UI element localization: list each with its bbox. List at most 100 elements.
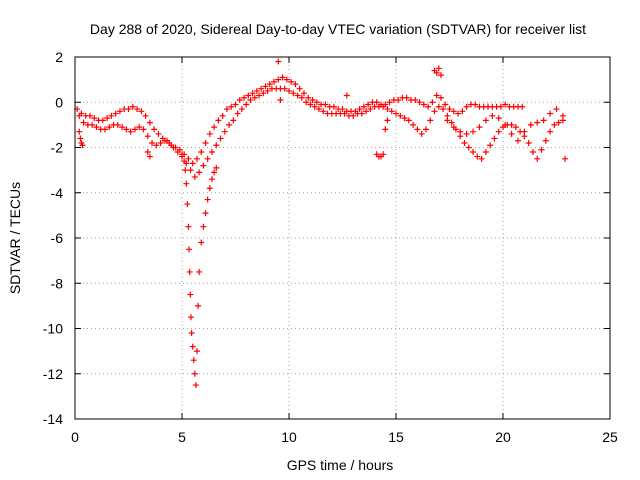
y-tick-label: -8 bbox=[51, 275, 64, 291]
data-point bbox=[478, 155, 485, 162]
data-point bbox=[146, 119, 153, 126]
data-point bbox=[99, 117, 106, 124]
data-point bbox=[542, 137, 549, 144]
data-point bbox=[146, 153, 153, 160]
data-point bbox=[204, 196, 211, 203]
data-point bbox=[300, 90, 307, 97]
data-point bbox=[89, 121, 96, 128]
data-point bbox=[187, 291, 194, 298]
data-point bbox=[196, 268, 203, 275]
data-point bbox=[320, 108, 327, 115]
data-point bbox=[155, 130, 162, 137]
data-point bbox=[457, 128, 464, 135]
y-tick-label: -12 bbox=[43, 366, 63, 382]
data-point bbox=[429, 99, 436, 106]
data-point bbox=[195, 302, 202, 309]
plot-frame bbox=[74, 56, 611, 420]
data-point bbox=[540, 117, 547, 124]
data-point bbox=[538, 146, 545, 153]
data-point bbox=[260, 90, 267, 97]
x-axis-label: GPS time / hours bbox=[287, 457, 394, 473]
data-point bbox=[262, 83, 269, 90]
data-point bbox=[144, 149, 151, 156]
data-point bbox=[358, 110, 365, 117]
data-point bbox=[470, 128, 477, 135]
data-point bbox=[127, 128, 134, 135]
data-point bbox=[200, 223, 207, 230]
x-tick-label: 20 bbox=[495, 429, 511, 445]
data-markers bbox=[74, 58, 569, 389]
data-point bbox=[311, 103, 318, 110]
data-point bbox=[186, 268, 193, 275]
data-point bbox=[193, 155, 200, 162]
data-point bbox=[104, 115, 111, 122]
data-point bbox=[489, 112, 496, 119]
data-point bbox=[414, 126, 421, 133]
data-point bbox=[547, 128, 554, 135]
data-point bbox=[502, 101, 509, 108]
data-point bbox=[106, 124, 113, 131]
data-point bbox=[512, 124, 519, 131]
data-point bbox=[166, 139, 173, 146]
data-point bbox=[461, 139, 468, 146]
data-point bbox=[208, 176, 215, 183]
data-point bbox=[482, 117, 489, 124]
data-point bbox=[433, 69, 440, 76]
data-point bbox=[185, 223, 192, 230]
data-point bbox=[363, 108, 370, 115]
data-point bbox=[184, 201, 191, 208]
data-point bbox=[307, 101, 314, 108]
data-point bbox=[450, 108, 457, 115]
data-point bbox=[401, 115, 408, 122]
data-point bbox=[144, 133, 151, 140]
data-point bbox=[251, 94, 258, 101]
data-point bbox=[129, 103, 136, 110]
data-point bbox=[142, 112, 149, 119]
data-point bbox=[339, 106, 346, 113]
data-point bbox=[134, 106, 141, 113]
data-point bbox=[80, 119, 87, 126]
series-track-c bbox=[444, 106, 566, 144]
data-point bbox=[440, 106, 447, 113]
data-point bbox=[119, 124, 126, 131]
series-outliers bbox=[76, 58, 569, 162]
data-point bbox=[298, 94, 305, 101]
data-point bbox=[249, 90, 256, 97]
data-point bbox=[525, 139, 532, 146]
data-point bbox=[551, 121, 558, 128]
data-point bbox=[187, 167, 194, 174]
data-point bbox=[247, 96, 254, 103]
data-point bbox=[553, 106, 560, 113]
x-tick-label: 15 bbox=[388, 429, 404, 445]
data-point bbox=[196, 169, 203, 176]
data-point bbox=[223, 106, 230, 113]
data-point bbox=[508, 121, 515, 128]
data-point bbox=[123, 126, 130, 133]
data-point bbox=[418, 130, 425, 137]
data-point bbox=[91, 115, 98, 122]
data-point bbox=[527, 121, 534, 128]
data-point bbox=[275, 76, 282, 83]
data-point bbox=[547, 110, 554, 117]
data-point bbox=[425, 103, 432, 110]
data-point bbox=[350, 112, 357, 119]
data-point bbox=[215, 117, 222, 124]
data-point bbox=[153, 142, 160, 149]
data-point bbox=[258, 85, 265, 92]
data-point bbox=[101, 126, 108, 133]
data-point bbox=[234, 110, 241, 117]
series-track-a bbox=[74, 74, 526, 167]
data-point bbox=[290, 90, 297, 97]
data-point bbox=[384, 117, 391, 124]
y-tick-label: 2 bbox=[55, 49, 63, 65]
data-point bbox=[309, 96, 316, 103]
data-point bbox=[125, 106, 132, 113]
data-point bbox=[437, 94, 444, 101]
data-point bbox=[190, 357, 197, 364]
x-tick-label: 25 bbox=[602, 429, 618, 445]
data-point bbox=[76, 112, 83, 119]
data-point bbox=[200, 162, 207, 169]
data-point bbox=[555, 119, 562, 126]
data-point bbox=[365, 101, 372, 108]
